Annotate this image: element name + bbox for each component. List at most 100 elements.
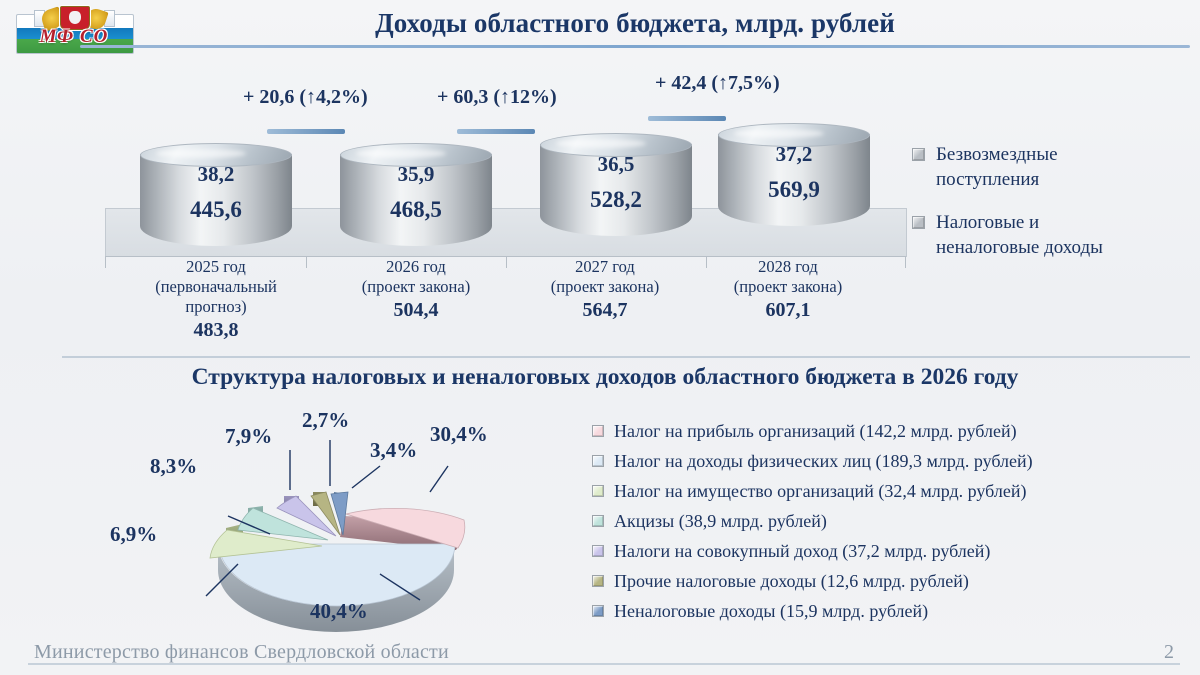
bar-value-tax-2025: 445,6 (190, 197, 242, 222)
x-label-line-1: 2027 год (575, 257, 635, 276)
x-axis-label-2025: 2025 год (первоначальный прогноз) 483,8 (111, 257, 321, 340)
pie-svg (205, 440, 466, 632)
legend-swatch-icon (592, 455, 604, 467)
section-divider (62, 356, 1190, 358)
cylinder-top-ellipse (540, 133, 692, 157)
x-label-line-2: (проект закона) (550, 277, 660, 296)
pie-pct-profit: 30,4% (430, 422, 488, 446)
pie-legend-label: Налог на имущество организаций (32,4 млр… (614, 481, 1027, 501)
pie-legend-item-excise[interactable]: Акцизы (38,9 млрд. рублей) (592, 506, 1192, 536)
footer-divider (28, 663, 1180, 665)
axis-tick (306, 256, 307, 268)
pie-legend-item-pit[interactable]: Налог на доходы физических лиц (189,3 мл… (592, 446, 1192, 476)
growth-arrow-2 (457, 123, 547, 137)
x-total-2026: 504,4 (393, 299, 439, 321)
legend-swatch-icon (592, 425, 604, 437)
cylinder-body (140, 154, 292, 246)
pie-legend-item-nontax[interactable]: Неналоговые доходы (15,9 млрд. рублей) (592, 596, 1192, 626)
legend-swatch-icon (592, 575, 604, 587)
growth-annotation-1: + 20,6 (↑4,2%) (243, 86, 368, 108)
pie-pct-nontax: 3,4% (370, 438, 418, 462)
pie-slice-top-excise (237, 507, 329, 541)
legend-item-grants[interactable]: Безвозмездные поступления (912, 142, 1192, 192)
cylinder-chart-legend: Безвозмездные поступления Налоговые и не… (912, 142, 1192, 278)
bar-cylinder-2027: 36,5 528,2 (540, 133, 692, 241)
legend-swatch-icon (592, 485, 604, 497)
cylinder-body (540, 144, 692, 236)
cylinder-body (718, 134, 870, 226)
bar-value-grants-2025: 38,2 (197, 162, 235, 186)
bar-cylinder-2028: 37,2 569,9 (718, 123, 870, 231)
bar-value-tax-2026: 468,5 (390, 197, 442, 222)
pie-pct-other: 2,7% (302, 408, 350, 432)
x-label-line-1: 2025 год (186, 257, 246, 276)
legend-label-line-2: неналоговые доходы (936, 237, 1103, 258)
pie-pct-property: 6,9% (110, 522, 158, 546)
pie-legend-item-other[interactable]: Прочие налоговые доходы (12,6 млрд. рубл… (592, 566, 1192, 596)
axis-tick (105, 256, 106, 268)
pie-slice-top-other (310, 491, 341, 536)
pie-legend-label: Акцизы (38,9 млрд. рублей) (614, 511, 827, 531)
legend-label-line-1: Безвозмездные (936, 144, 1058, 165)
legend-label-line-1: Налоговые и (936, 212, 1040, 233)
legend-label-line-2: поступления (936, 169, 1040, 190)
x-axis-label-2026: 2026 год (проект закона) 504,4 (311, 257, 521, 320)
legend-swatch-icon (592, 545, 604, 557)
x-label-line-2: (проект закона) (733, 277, 843, 296)
bar-cylinder-2025: 38,2 445,6 (140, 143, 292, 251)
growth-annotation-2: + 60,3 (↑12%) (437, 86, 557, 108)
cylinder-body (340, 154, 492, 246)
x-label-line-2: (проект закона) (361, 277, 471, 296)
title-divider (80, 45, 1190, 48)
pie-legend-label: Прочие налоговые доходы (12,6 млрд. рубл… (614, 571, 969, 591)
pie-chart-legend: Налог на прибыль организаций (142,2 млрд… (592, 416, 1192, 626)
legend-swatch-icon (592, 515, 604, 527)
ministry-logo: МФ СО (16, 6, 134, 54)
growth-arrow-3 (648, 110, 738, 124)
pie-slice-side-pit (218, 544, 454, 632)
pie-slice-top-nontax (330, 491, 349, 536)
cylinder-top-ellipse (718, 123, 870, 147)
bar-cylinder-2026: 35,9 468,5 (340, 143, 492, 251)
x-axis-label-2028: 2028 год (проект закона) 607,1 (683, 257, 893, 320)
axis-tick (506, 256, 507, 268)
pie-legend-item-aggregate[interactable]: Налоги на совокупный доход (37,2 млрд. р… (592, 536, 1192, 566)
pie-slice-top-pit (218, 543, 456, 607)
growth-arrow-1 (267, 123, 357, 137)
income-structure-pie-chart: 30,4% 40,4% 6,9% 8,3% 7,9% 2,7% 3,4% (110, 404, 550, 649)
cylinder-top-ellipse (140, 143, 292, 167)
x-label-line-3: прогноз) (185, 297, 247, 316)
pie-pct-pit: 40,4% (310, 599, 368, 623)
bar-value-tax-2027: 528,2 (590, 187, 642, 212)
cylinder-top-ellipse (340, 143, 492, 167)
pie-legend-item-profit[interactable]: Налог на прибыль организаций (142,2 млрд… (592, 416, 1192, 446)
x-total-2025: 483,8 (193, 319, 239, 341)
footer-text: Министерство финансов Свердловской облас… (34, 641, 449, 663)
logo-text: МФ СО (39, 26, 109, 47)
logo-coat-of-arms-icon (60, 6, 90, 30)
page-title: Доходы областного бюджета, млрд. рублей (375, 8, 895, 38)
legend-swatch-icon (912, 148, 925, 161)
bar-value-grants-2028: 37,2 (775, 142, 813, 166)
x-label-line-1: 2028 год (758, 257, 818, 276)
pie-legend-label: Неналоговые доходы (15,9 млрд. рублей) (614, 601, 929, 621)
legend-item-tax[interactable]: Налоговые и неналоговые доходы (912, 210, 1192, 260)
pie-slice-top-property (209, 529, 323, 559)
pie-legend-item-property[interactable]: Налог на имущество организаций (32,4 млр… (592, 476, 1192, 506)
page-number: 2 (1164, 641, 1174, 663)
pie-leader-lines (205, 440, 449, 601)
revenue-cylinder-chart: + 20,6 (↑4,2%) + 60,3 (↑12%) + 42,4 (↑7,… (0, 60, 1200, 350)
x-total-2027: 564,7 (582, 299, 628, 321)
x-axis-label-2027: 2027 год (проект закона) 564,7 (500, 257, 710, 320)
axis-tick (706, 256, 707, 268)
pie-legend-label: Налог на доходы физических лиц (189,3 мл… (614, 451, 1033, 471)
bar-value-grants-2026: 35,9 (397, 162, 435, 186)
pie-legend-label: Налог на прибыль организаций (142,2 млрд… (614, 421, 1017, 441)
pie-pct-aggregate: 7,9% (225, 424, 273, 448)
pie-slice-top-profit (344, 507, 466, 549)
section-title: Структура налоговых и неналоговых доходо… (191, 364, 1019, 390)
chart-baseline (105, 256, 906, 257)
pie-legend-label: Налоги на совокупный доход (37,2 млрд. р… (614, 541, 991, 561)
x-label-line-1: 2026 год (386, 257, 446, 276)
